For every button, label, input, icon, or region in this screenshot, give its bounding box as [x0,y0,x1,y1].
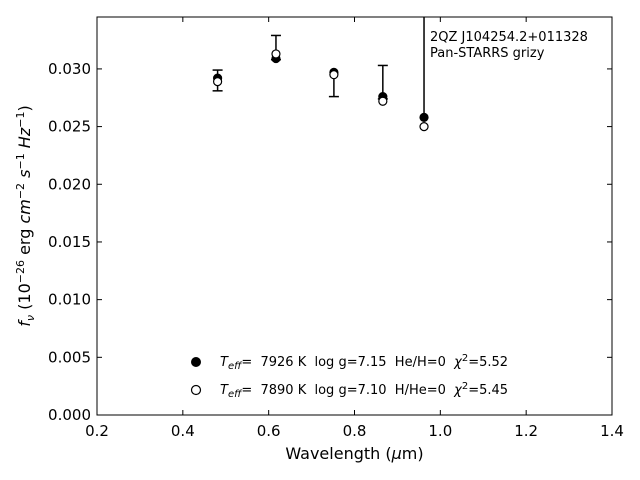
y-tick-label: 0.030 [48,60,91,78]
model-point-open [271,49,281,59]
survey-annotation: Pan-STARRS grizy [430,46,545,61]
y-tick-label: 0.005 [48,348,91,366]
x-tick-label: 0.8 [343,422,367,440]
legend: Teff= 7926 K log g=7.15 He/H=0 χ2=5.52 T… [190,353,508,400]
y-tick-label: 0.020 [48,175,91,193]
x-tick-label: 0.6 [257,422,281,440]
x-tick-label: 0.2 [85,422,109,440]
model-point-open [419,121,429,132]
y-tick-label: 0.015 [48,233,91,251]
model-point-filled [419,112,429,122]
x-tick-label: 1.0 [428,422,452,440]
y-axis: 0.000 0.005 0.010 0.015 0.020 0.025 0.030 [48,60,612,424]
y-tick-label: 0.000 [48,406,91,424]
model-point-open [329,70,339,80]
object-name-annotation: 2QZ J104254.2+011328 [430,30,588,45]
model-point-open [378,96,388,106]
legend-entry-2: Teff= 7890 K log g=7.10 H/He=0 χ2=5.45 [220,381,508,400]
x-tick-label: 1.2 [514,422,538,440]
x-tick-label: 1.4 [600,422,624,440]
data-markers [212,49,429,132]
y-axis-label: fν (10−26 erg cm−2 s−1 Hz−1) [14,105,37,326]
legend-marker-open [190,384,202,396]
legend-entry-1: Teff= 7926 K log g=7.15 He/H=0 χ2=5.52 [220,353,508,372]
y-tick-label: 0.025 [48,118,91,136]
x-axis: 0.2 0.4 0.6 0.8 1.0 1.2 1.4 [85,17,624,440]
y-tick-label: 0.010 [48,291,91,309]
x-tick-label: 0.4 [171,422,195,440]
legend-marker-filled [191,357,201,367]
x-axis-label: Wavelength (μm) [285,444,423,463]
model-point-open [212,77,223,87]
